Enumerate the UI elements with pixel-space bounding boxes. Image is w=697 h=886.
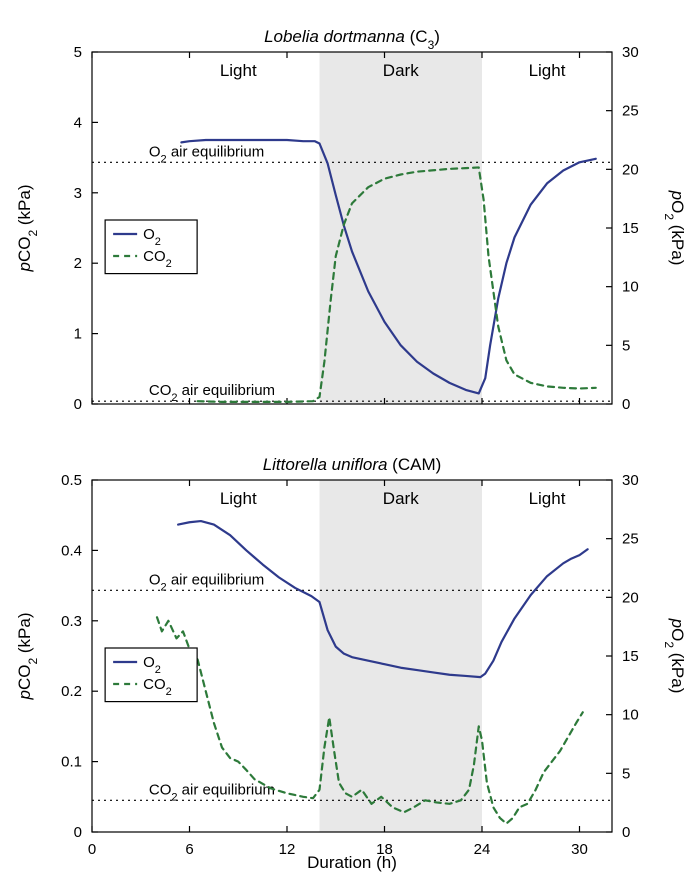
y-right-tick-label: 15 — [622, 220, 639, 237]
y-right-tick-label: 30 — [622, 472, 639, 489]
y-left-tick-label: 3 — [74, 185, 82, 202]
y-right-tick-label: 0 — [622, 824, 630, 841]
y-left-tick-label: 0.4 — [61, 542, 82, 559]
equilibrium-label: CO2 air equilibrium — [149, 781, 275, 803]
band-label: Light — [220, 61, 257, 80]
y-left-tick-label: 1 — [74, 326, 82, 343]
y-right-tick-label: 10 — [622, 279, 639, 296]
y-left-title: pCO2 (kPa) — [15, 185, 40, 273]
dark-band — [320, 480, 483, 832]
x-tick-label: 6 — [185, 841, 193, 858]
y-left-tick-label: 4 — [74, 114, 82, 131]
y-right-tick-label: 5 — [622, 765, 630, 782]
band-label: Light — [529, 489, 566, 508]
y-right-tick-label: 20 — [622, 589, 639, 606]
y-right-tick-label: 25 — [622, 103, 639, 120]
x-axis-title: Duration (h) — [307, 853, 397, 872]
y-right-tick-label: 20 — [622, 161, 639, 178]
y-right-tick-label: 15 — [622, 648, 639, 665]
band-label: Dark — [383, 61, 419, 80]
chart-lobelia: Lobelia dortmanna (C3) 0 1 2 3 4 5 0 5 10 15 20 25 30… — [15, 27, 687, 413]
band-label: Dark — [383, 489, 419, 508]
chart-littorella: Littorella uniflora (CAM)061218243000.10… — [15, 455, 687, 858]
x-tick-label: 24 — [474, 841, 491, 858]
y-right-title: pO2 (kPa) — [662, 618, 687, 694]
y-left-tick-label: 0.1 — [61, 754, 82, 771]
y-left-tick-label: 5 — [74, 44, 82, 61]
x-tick-label: 0 — [88, 841, 96, 858]
y-left-tick-label: 2 — [74, 255, 82, 272]
y-left-tick-label: 0 — [74, 396, 82, 413]
band-label: Light — [220, 489, 257, 508]
y-right-tick-label: 0 — [622, 396, 630, 413]
y-left-tick-label: 0 — [74, 824, 82, 841]
y-right-tick-label: 10 — [622, 707, 639, 724]
y-right-tick-label: 25 — [622, 531, 639, 548]
x-tick-label: 12 — [279, 841, 296, 858]
y-right-tick-label: 5 — [622, 337, 630, 354]
y-right-tick-label: 30 — [622, 44, 639, 61]
band-label: Light — [529, 61, 566, 80]
x-tick-label: 30 — [571, 841, 588, 858]
chart-title: Lobelia dortmanna (C3) — [264, 27, 440, 52]
y-left-title: pCO2 (kPa) — [15, 613, 40, 701]
y-left-tick-label: 0.3 — [61, 613, 82, 630]
y-right-title: pO2 (kPa) — [662, 190, 687, 266]
y-left-tick-label: 0.5 — [61, 472, 82, 489]
y-left-tick-label: 0.2 — [61, 683, 82, 700]
figure-root: Lobelia dortmanna (C3)012345051015202530… — [0, 0, 697, 886]
chart-title: Littorella uniflora (CAM) — [263, 455, 442, 474]
